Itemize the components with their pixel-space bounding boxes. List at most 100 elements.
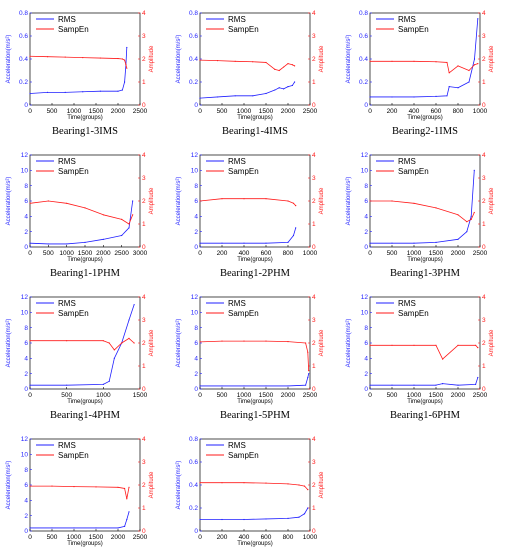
y-left-tick-label: 8 [364, 183, 368, 190]
data-point [108, 380, 110, 382]
y-right-axis-label: Amplitude [489, 187, 495, 214]
series-line-sampen [30, 337, 135, 351]
legend-sampen-label: SampEn [398, 167, 429, 176]
data-point [29, 340, 31, 342]
series-line-sampen [370, 200, 475, 223]
data-point [199, 59, 201, 61]
data-point [265, 242, 267, 244]
data-point [265, 482, 267, 484]
data-point [295, 205, 297, 207]
data-point [442, 358, 444, 360]
data-point [292, 234, 295, 237]
x-tick-label: 500 [47, 534, 58, 541]
y-right-axis-label: Amplitude [149, 45, 155, 72]
data-point [435, 95, 437, 97]
data-point [82, 57, 84, 59]
data-point [473, 64, 476, 66]
y-left-tick-label: 10 [191, 310, 199, 317]
legend-sampen-label: SampEn [58, 451, 89, 460]
y-left-axis-label: Acceleration(m/s²) [176, 461, 182, 510]
panel-9: 0 500 1000 1500 2000 250002468101201234Time(g… [346, 294, 495, 421]
y-left-tick-label: 0.4 [359, 56, 368, 63]
y-right-tick-label: 2 [312, 340, 316, 347]
y-right-tick-label: 4 [312, 294, 316, 301]
data-point [448, 72, 450, 74]
data-point [117, 527, 119, 529]
y-left-tick-label: 0 [364, 386, 368, 393]
data-point [265, 92, 267, 95]
y-left-tick-label: 4 [24, 214, 28, 221]
y-right-tick-label: 3 [482, 175, 486, 182]
data-point [73, 527, 75, 529]
data-point [128, 337, 130, 339]
data-point [84, 207, 86, 209]
data-point [298, 484, 300, 486]
data-point [442, 383, 444, 385]
y-left-tick-label: 4 [24, 356, 28, 363]
panel-title: Bearing1-3PHM [390, 268, 461, 279]
data-point [435, 384, 437, 386]
data-point [117, 57, 119, 60]
y-right-tick-label: 0 [312, 244, 316, 251]
data-point [477, 63, 479, 65]
y-left-tick-label: 4 [364, 214, 368, 221]
data-point [132, 200, 134, 202]
data-point [95, 527, 97, 529]
x-tick-label: 1000 [237, 392, 252, 399]
x-tick-label: 800 [283, 250, 294, 257]
x-tick-label: 800 [283, 534, 294, 541]
data-point [457, 214, 459, 216]
y-right-axis-label: Amplitude [319, 45, 325, 72]
x-tick-label: 1000 [473, 108, 488, 115]
x-tick-label: 1500 [429, 392, 444, 399]
data-point [117, 90, 119, 92]
series-line-sampen [29, 55, 128, 69]
y-right-axis-label: Amplitude [489, 329, 495, 356]
x-tick-label: 400 [409, 108, 420, 115]
data-point [305, 384, 307, 386]
y-right-axis-label: Amplitude [149, 471, 155, 498]
data-point [413, 384, 415, 386]
data-point [128, 486, 130, 488]
data-point [124, 81, 126, 83]
data-point [199, 242, 201, 244]
y-left-axis-label: Acceleration(m/s²) [346, 177, 352, 226]
x-tick-label: 1000 [67, 108, 82, 115]
y-right-tick-label: 3 [142, 33, 146, 40]
x-tick-label: 0 [28, 534, 32, 541]
data-point [473, 211, 475, 214]
panel-title: Bearing2-1IMS [392, 126, 458, 137]
data-point [287, 86, 289, 88]
data-point [124, 487, 126, 490]
data-point [468, 69, 470, 72]
x-tick-label: 2500 [133, 108, 148, 115]
data-point [126, 46, 128, 49]
data-point [133, 342, 135, 344]
y-right-tick-label: 0 [142, 528, 146, 535]
y-left-tick-label: 0.2 [19, 79, 28, 86]
data-point [126, 498, 128, 500]
x-tick-label: 600 [261, 250, 272, 257]
data-point [468, 81, 470, 83]
data-point [457, 344, 459, 346]
y-right-tick-label: 3 [482, 33, 486, 40]
x-tick-label: 2500 [473, 392, 488, 399]
y-right-tick-label: 1 [312, 363, 316, 370]
data-point [243, 385, 245, 387]
x-tick-label: 2500 [473, 250, 488, 257]
y-left-tick-label: 6 [24, 198, 28, 205]
data-point [102, 238, 104, 240]
series-line-rms [200, 373, 310, 387]
legend-rms-label: RMS [58, 441, 76, 450]
x-tick-label: 0 [28, 108, 32, 115]
data-point [243, 198, 245, 200]
data-point [126, 67, 128, 69]
data-point [199, 518, 201, 521]
series-line-rms [199, 81, 295, 99]
legend-rms-label: RMS [228, 157, 246, 166]
data-point [66, 340, 68, 342]
y-left-tick-label: 0.4 [189, 56, 198, 63]
x-tick-label: 1500 [78, 250, 93, 257]
x-tick-label: 1500 [89, 108, 104, 115]
data-point [99, 57, 101, 59]
